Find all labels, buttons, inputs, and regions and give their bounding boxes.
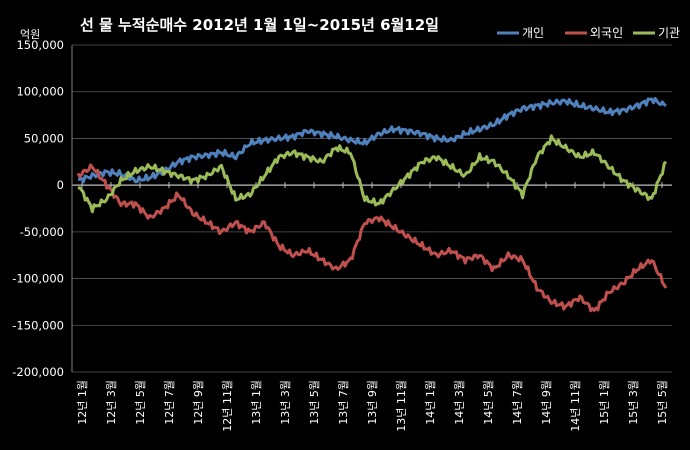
legend: 개인 외국인 기관 <box>497 26 680 40</box>
x-tick-label: 14년 11월 <box>569 380 582 432</box>
x-tick-label: 12년 3월 <box>105 380 118 425</box>
y-tick-label: -200,000 <box>12 365 64 379</box>
legend-label: 기관 <box>658 26 680 40</box>
x-tick-label: 14년 7월 <box>511 380 524 425</box>
x-tick-label: 14년 5월 <box>482 380 495 425</box>
y-tick-label: 50,000 <box>24 131 64 145</box>
x-tick-label: 14년 1월 <box>424 380 437 425</box>
x-tick-label: 12년 5월 <box>134 380 147 425</box>
x-tick-label: 13년 9월 <box>366 380 379 425</box>
y-tick-label: -100,000 <box>12 272 64 286</box>
unit-label: 억원 <box>20 28 40 41</box>
series-line-3 <box>77 134 668 214</box>
x-tick-label: 13년 7월 <box>337 380 350 425</box>
x-tick-label: 12년 7월 <box>163 380 176 425</box>
series-line-2 <box>76 163 668 313</box>
gridlines <box>71 44 672 373</box>
x-tick-label: 15년 3월 <box>627 380 640 425</box>
y-axis-ticks: 150,000 100,000 50,000 0 -50,000 -100,000 -150… <box>12 38 64 379</box>
x-tick-label: 14년 3월 <box>453 380 466 425</box>
y-tick-label: -150,000 <box>12 318 64 332</box>
x-tick-label: 12년 11월 <box>221 380 234 432</box>
x-tick-label: 13년 5월 <box>308 380 321 425</box>
y-tick-label: -50,000 <box>20 225 64 239</box>
y-tick-label: 0 <box>57 178 64 192</box>
plot-background <box>72 45 672 372</box>
x-tick-label: 12년 1월 <box>76 380 89 425</box>
x-tick-label: 14년 9월 <box>540 380 553 425</box>
series-line-1 <box>77 96 667 184</box>
x-tick-label: 13년 1월 <box>250 380 263 425</box>
chart-title: 선 물 누적순매수 2012년 1월 1일~2015년 6월12일 <box>80 16 439 34</box>
x-tick-label: 13년 11월 <box>395 380 408 432</box>
x-tick-label: 13년 3월 <box>279 380 292 425</box>
x-tick-label: 12년 9월 <box>192 380 205 425</box>
y-tick-label: 150,000 <box>16 38 64 52</box>
legend-label: 외국인 <box>590 26 623 40</box>
x-tick-label: 15년 1월 <box>598 380 611 425</box>
x-axis-ticks: 12년 1월 12년 3월 12년 5월 12년 7월 12년 9월 12년 11월 13년… <box>76 182 669 432</box>
series-lines <box>76 96 668 313</box>
legend-label: 개인 <box>522 26 544 40</box>
x-tick-label: 15년 5월 <box>656 380 669 425</box>
y-tick-label: 100,000 <box>16 85 64 99</box>
